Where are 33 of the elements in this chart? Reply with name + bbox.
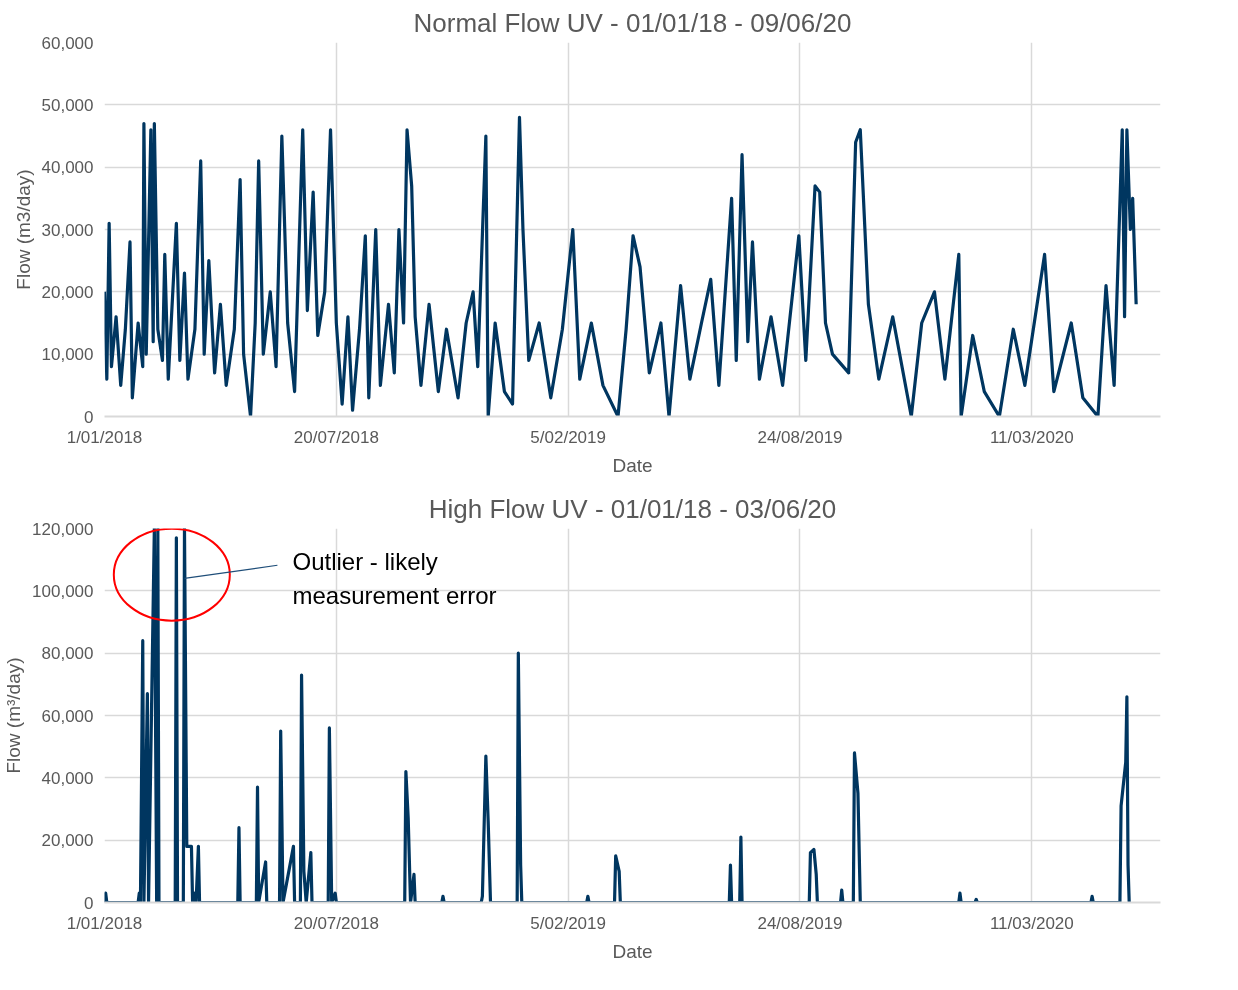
x-tick-label: 20/07/2018	[293, 427, 379, 447]
x-tick-label: 1/01/2018	[66, 427, 143, 447]
y-tick-label: 100,000	[32, 581, 94, 601]
chart-title: Normal Flow UV - 01/01/18 - 09/06/20	[413, 7, 852, 38]
y-axis-title: Flow (m3/day)	[12, 169, 34, 290]
x-axis-title: Date	[612, 454, 653, 476]
x-tick-label: 5/02/2019	[530, 913, 606, 933]
y-tick-label: 40,000	[41, 768, 94, 788]
y-tick-label: 10,000	[41, 345, 94, 365]
x-tick-label: 24/08/2019	[757, 427, 843, 447]
y-tick-label: 50,000	[41, 95, 94, 115]
y-tick-label: 120,000	[32, 519, 94, 539]
y-tick-label: 60,000	[41, 706, 94, 726]
y-tick-label: 40,000	[41, 158, 94, 178]
annotation: Outlier - likely measurement error	[292, 548, 497, 610]
y-tick-label: 20,000	[41, 831, 94, 851]
line-series	[104, 115, 1138, 417]
y-tick-label: 80,000	[41, 644, 94, 664]
line-series	[104, 528, 1131, 903]
x-tick-label: 11/03/2020	[989, 913, 1074, 933]
y-tick-label: 0	[84, 893, 94, 913]
y-tick-label: 20,000	[41, 282, 94, 302]
x-tick-label: 5/02/2019	[530, 427, 606, 447]
x-tick-label: 1/01/2018	[66, 913, 143, 933]
x-axis-title: Date	[612, 940, 653, 962]
x-tick-label: 11/03/2020	[989, 427, 1074, 447]
chart-title: High Flow UV - 01/01/18 - 03/06/20	[428, 493, 837, 524]
y-tick-label: 60,000	[41, 33, 94, 53]
x-tick-label: 24/08/2019	[757, 913, 843, 933]
x-tick-label: 20/07/2018	[293, 913, 379, 933]
y-tick-label: 30,000	[41, 220, 94, 240]
y-tick-label: 0	[84, 407, 94, 427]
y-axis-title: Flow (m³/day)	[3, 657, 25, 774]
